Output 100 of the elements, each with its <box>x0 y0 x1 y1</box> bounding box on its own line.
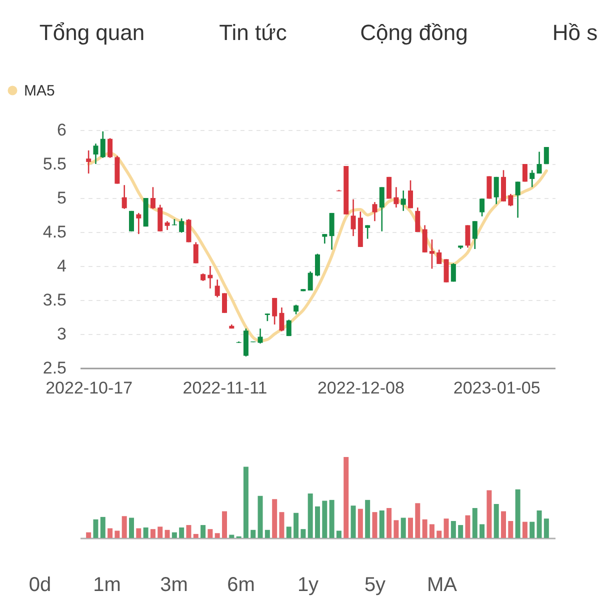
bar <box>229 534 234 538</box>
bar <box>136 528 142 538</box>
candlestick <box>422 224 428 254</box>
bar <box>400 518 406 538</box>
bar <box>186 525 192 538</box>
bar <box>122 516 127 538</box>
candlestick <box>294 304 299 315</box>
text: MA <box>427 574 458 596</box>
text: Hồ s <box>552 20 598 45</box>
text: 1m <box>93 574 121 596</box>
candlestick <box>530 169 535 188</box>
candlestick <box>129 210 134 232</box>
bar <box>200 525 206 538</box>
bar <box>272 499 278 538</box>
bar <box>350 506 356 538</box>
bar <box>358 508 363 538</box>
legend-label: MA5 <box>24 82 55 100</box>
bar <box>86 532 92 538</box>
candlestick <box>158 204 163 232</box>
bar <box>294 512 299 538</box>
text: Cộng đồng <box>360 20 468 45</box>
candlestick <box>136 212 142 235</box>
bar <box>422 519 428 538</box>
y-tick-label: 4.5 <box>42 222 66 242</box>
candlestick <box>436 249 442 265</box>
candlestick <box>258 328 263 344</box>
bar <box>150 529 156 538</box>
text: 3m <box>160 574 188 596</box>
bar <box>536 510 542 538</box>
bar <box>365 500 370 538</box>
candlestick <box>465 224 470 248</box>
bar <box>300 529 306 538</box>
candlestick <box>193 242 198 264</box>
candlestick <box>472 220 478 250</box>
bar <box>486 490 492 538</box>
candlestick <box>122 184 127 210</box>
bar <box>108 528 113 538</box>
candlestick <box>400 190 406 212</box>
bar <box>544 518 549 538</box>
candlestick <box>286 319 292 337</box>
bar <box>465 515 470 538</box>
bar <box>501 511 506 538</box>
bar <box>480 524 485 538</box>
bar <box>444 518 449 538</box>
candlestick <box>486 176 492 200</box>
x-tick-label: 2022-10-17 <box>46 378 133 398</box>
candlestick <box>536 151 542 174</box>
bar <box>100 516 106 538</box>
bar <box>386 508 392 538</box>
x-tick-label: 2022-11-11 <box>182 378 268 398</box>
bar <box>394 520 399 538</box>
bar <box>379 510 384 538</box>
bar <box>336 530 342 538</box>
bar <box>322 500 328 538</box>
y-tick-label: 6 <box>57 120 66 140</box>
bar <box>508 520 514 538</box>
candlestick <box>179 218 184 234</box>
text: Tin tức <box>219 20 287 45</box>
candlestick <box>186 218 192 243</box>
candlestick <box>544 147 549 164</box>
candlestick <box>100 130 106 159</box>
bar <box>279 512 284 538</box>
bar <box>222 511 227 538</box>
bar <box>214 533 220 538</box>
candlestick <box>350 198 356 237</box>
bar <box>530 522 535 538</box>
bar <box>472 508 478 538</box>
candlestick <box>450 262 456 282</box>
candlestick <box>480 198 485 218</box>
y-tick-label: 5 <box>57 188 66 208</box>
candlestick <box>408 180 413 209</box>
bar <box>193 534 198 538</box>
bar <box>522 522 528 538</box>
bar <box>494 504 499 538</box>
bar <box>329 500 334 538</box>
candlestick <box>315 253 320 277</box>
bar <box>143 527 148 538</box>
candlestick <box>372 201 378 222</box>
bar <box>243 466 248 538</box>
candlestick <box>429 238 434 270</box>
candlestick <box>272 297 278 326</box>
y-tick-label: 4 <box>57 256 66 276</box>
candlestick <box>86 150 92 174</box>
bar <box>458 525 464 538</box>
bar <box>286 526 292 538</box>
x-tick-label: 2022-12-08 <box>317 378 404 398</box>
x-tick-label: 2023-01-05 <box>453 378 540 398</box>
y-tick-label: 3 <box>57 324 66 344</box>
candlestick <box>279 306 284 332</box>
candlestick <box>93 142 98 165</box>
candlestick <box>415 206 420 233</box>
candlestick <box>108 138 113 159</box>
candlestick <box>365 224 370 240</box>
bar <box>515 489 520 538</box>
bar <box>408 518 413 538</box>
y-tick-label: 5.5 <box>42 154 66 174</box>
candlestick <box>322 233 328 244</box>
candlestick <box>515 181 520 218</box>
text: 0d <box>28 574 52 596</box>
text: Tổng quan <box>39 20 145 45</box>
